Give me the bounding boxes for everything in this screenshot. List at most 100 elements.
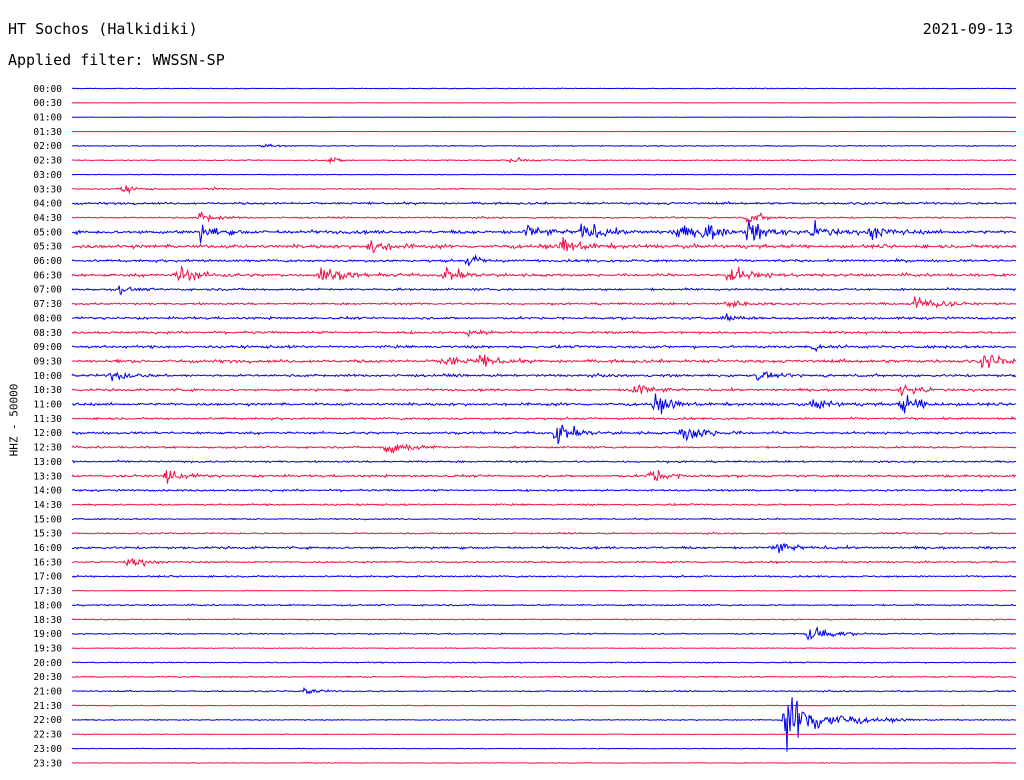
trace-row <box>71 102 1017 104</box>
time-tick-label: 01:00 <box>33 113 62 124</box>
trace-row <box>71 531 1017 536</box>
trace-row <box>71 185 1017 195</box>
trace-row <box>71 470 1017 484</box>
time-tick-label: 09:30 <box>33 356 62 367</box>
trace-row <box>72 416 1017 421</box>
time-tick-label: 22:00 <box>33 715 62 726</box>
trace-row <box>72 675 1017 679</box>
time-tick-label: 04:30 <box>33 213 62 224</box>
trace-row <box>71 328 1017 338</box>
trace-row <box>71 443 1017 454</box>
trace-row <box>71 116 1017 119</box>
trace-row <box>71 761 1017 764</box>
time-tick-label: 15:30 <box>33 529 62 540</box>
trace-row <box>71 459 1017 464</box>
trace-row <box>71 210 1017 224</box>
trace-row <box>71 603 1017 607</box>
time-tick-label: 04:00 <box>33 199 62 210</box>
trace-row <box>71 296 1017 309</box>
trace-row <box>71 285 1017 295</box>
time-tick-label: 11:00 <box>33 400 62 411</box>
time-tick-label: 20:30 <box>33 672 62 683</box>
trace-row <box>71 733 1017 736</box>
trace-row <box>72 313 1017 322</box>
trace-row <box>71 424 1016 445</box>
trace-row <box>71 219 1017 244</box>
trace-row <box>71 393 1017 415</box>
time-tick-label: 23:30 <box>33 758 62 769</box>
time-tick-label: 05:00 <box>33 227 62 238</box>
time-tick-label: 21:30 <box>33 701 62 712</box>
time-tick-label: 19:00 <box>33 629 62 640</box>
trace-row <box>71 383 1016 396</box>
time-tick-label: 02:00 <box>33 141 62 152</box>
time-tick-label: 21:00 <box>33 687 62 698</box>
trace-row <box>71 557 1017 568</box>
time-tick-label: 06:00 <box>33 256 62 267</box>
time-tick-label: 07:00 <box>33 285 62 296</box>
time-tick-label: 08:30 <box>33 328 62 339</box>
time-tick-label: 10:30 <box>33 385 62 396</box>
time-tick-label: 01:30 <box>33 127 62 138</box>
trace-row <box>71 574 1017 579</box>
time-tick-label: 22:30 <box>33 730 62 741</box>
time-tick-label: 03:30 <box>33 184 62 195</box>
trace-row <box>71 254 1017 267</box>
trace-row <box>71 488 1017 493</box>
time-tick-label: 08:00 <box>33 313 62 324</box>
time-tick-label: 00:00 <box>33 84 62 95</box>
trace-row <box>71 589 1017 592</box>
time-tick-label: 17:30 <box>33 586 62 597</box>
trace-row <box>71 264 1017 282</box>
time-tick-label: 02:30 <box>33 156 62 167</box>
time-tick-label: 16:30 <box>33 557 62 568</box>
seismic-traces <box>71 87 1017 764</box>
trace-row <box>71 237 1017 254</box>
trace-row <box>71 371 1017 382</box>
time-tick-label: 12:00 <box>33 428 62 439</box>
time-tick-label: 16:00 <box>33 543 62 554</box>
time-tick-label: 13:30 <box>33 471 62 482</box>
trace-row <box>71 625 1017 641</box>
time-tick-label: 14:00 <box>33 486 62 497</box>
trace-row <box>71 686 1017 695</box>
time-tick-label: 09:00 <box>33 342 62 353</box>
trace-row <box>71 354 1017 369</box>
trace-row <box>71 200 1017 206</box>
trace-row <box>71 502 1017 507</box>
time-tick-label: 19:30 <box>33 643 62 654</box>
trace-row <box>71 517 1016 521</box>
trace-row <box>71 661 1017 664</box>
trace-row <box>71 542 1017 554</box>
time-tick-label: 14:30 <box>33 500 62 511</box>
time-tick-label: 13:00 <box>33 457 62 468</box>
time-tick-label: 15:00 <box>33 514 62 525</box>
trace-row <box>72 87 1017 90</box>
time-tick-label: 17:00 <box>33 572 62 583</box>
time-tick-label: 18:00 <box>33 600 62 611</box>
filter-label: Applied filter: WWSSN-SP <box>8 51 225 69</box>
station-title: HT Sochos (Halkidiki) <box>8 20 198 38</box>
trace-row <box>71 747 1017 750</box>
time-tick-label: 20:00 <box>33 658 62 669</box>
trace-row <box>72 143 1017 148</box>
trace-row <box>71 173 1017 176</box>
trace-row <box>71 647 1017 650</box>
time-tick-label: 03:00 <box>33 170 62 181</box>
trace-row <box>72 343 1017 353</box>
time-tick-labels: 00:00 00:30 01:00 01:30 02:00 02:30 03:00 03:30… <box>33 84 62 769</box>
trace-row <box>71 617 1017 622</box>
time-tick-label: 06:30 <box>33 270 62 281</box>
time-tick-label: 23:00 <box>33 744 62 755</box>
time-tick-label: 18:30 <box>33 615 62 626</box>
time-tick-label: 10:00 <box>33 371 62 382</box>
time-tick-label: 11:30 <box>33 414 62 425</box>
trace-row <box>71 697 1017 752</box>
time-tick-label: 12:30 <box>33 443 62 454</box>
date-label: 2021-09-13 <box>922 20 1013 38</box>
trace-row <box>71 156 1017 165</box>
time-tick-label: 07:30 <box>33 299 62 310</box>
time-tick-label: 00:30 <box>33 98 62 109</box>
